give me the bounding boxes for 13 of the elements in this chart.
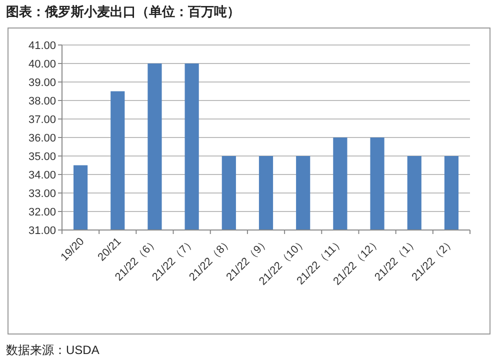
y-tick-label: 36.00 [28, 132, 56, 144]
y-tick-label: 38.00 [28, 96, 56, 108]
source-note: 数据来源：USDA [6, 343, 100, 357]
y-tick-label: 31.00 [28, 225, 56, 237]
chart-title: 图表：俄罗斯小麦出口（单位：百万吨） [6, 4, 240, 19]
y-tick-label: 34.00 [28, 170, 56, 182]
y-tick-label: 32.00 [28, 206, 56, 218]
y-tick-label: 40.00 [28, 58, 56, 70]
y-tick-label: 37.00 [28, 114, 56, 126]
y-tick-label: 41.00 [28, 40, 56, 52]
y-tick-label: 39.00 [28, 77, 56, 89]
y-tick-label: 33.00 [28, 188, 56, 200]
y-tick-label: 35.00 [28, 151, 56, 163]
